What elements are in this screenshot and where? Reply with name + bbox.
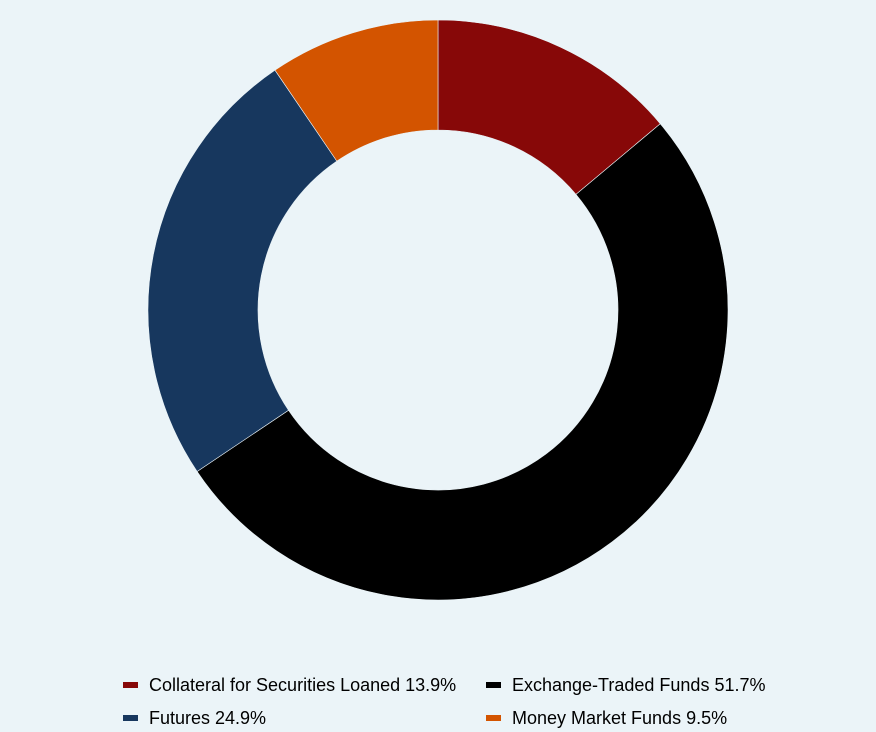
legend-item-collateral: Collateral for Securities Loaned 13.9% xyxy=(123,673,486,697)
legend-label-futures: Futures 24.9% xyxy=(149,707,267,728)
donut-chart xyxy=(147,19,729,601)
slice-futures xyxy=(147,69,338,472)
chart-legend: Collateral for Securities Loaned 13.9% E… xyxy=(123,673,823,730)
slice-etf xyxy=(196,123,729,601)
legend-label-money-market: Money Market Funds 9.5% xyxy=(512,707,728,728)
legend-item-futures: Futures 24.9% xyxy=(123,706,486,730)
legend-item-etf: Exchange-Traded Funds 51.7% xyxy=(486,673,816,697)
legend-swatch-futures xyxy=(123,715,138,721)
legend-label-collateral: Collateral for Securities Loaned 13.9% xyxy=(149,674,457,695)
legend-swatch-collateral xyxy=(123,682,138,688)
legend-swatch-etf xyxy=(486,682,501,688)
legend-label-etf: Exchange-Traded Funds 51.7% xyxy=(512,674,766,695)
legend-item-money-market: Money Market Funds 9.5% xyxy=(486,706,816,730)
slice-money-market xyxy=(274,19,439,162)
legend-swatch-money-market xyxy=(486,715,501,721)
donut-chart-svg xyxy=(147,19,729,601)
